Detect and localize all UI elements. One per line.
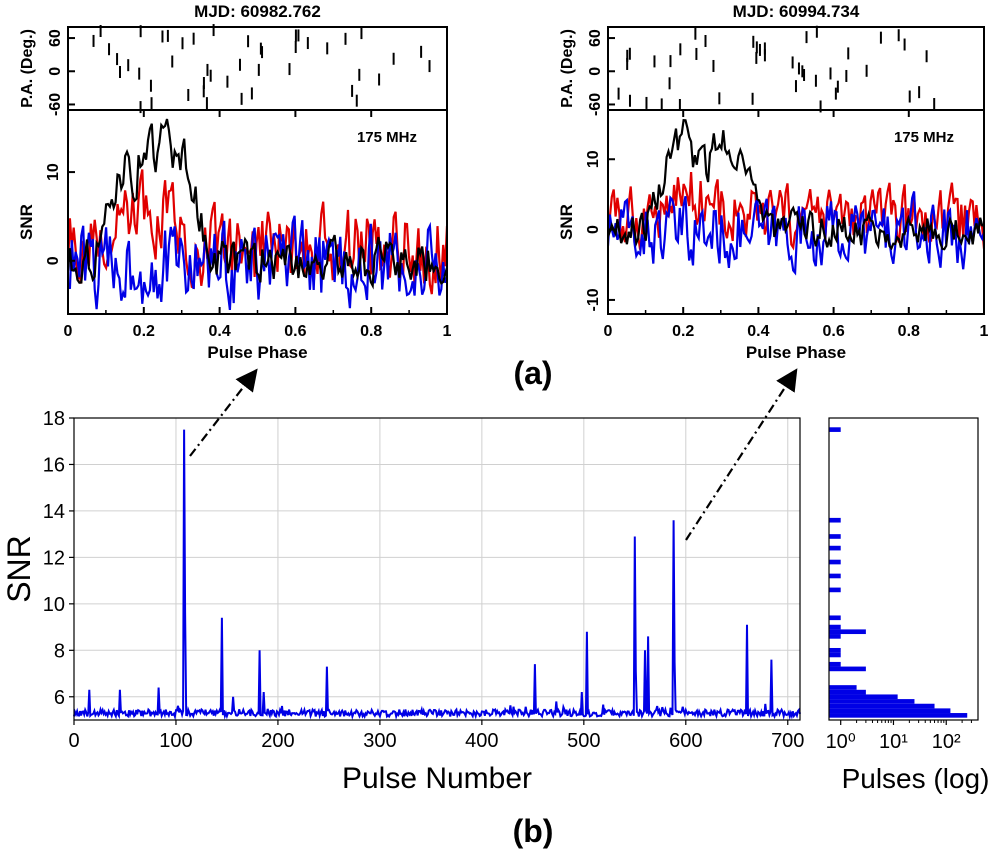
y-tick-label: 0 <box>585 225 602 234</box>
frequency-label: 175 MHz <box>894 129 954 146</box>
x-tick-label: 0.8 <box>898 323 920 340</box>
frequency-label: 175 MHz <box>357 129 417 146</box>
x-tick-label: 0.2 <box>133 323 155 340</box>
series-circular <box>608 191 984 276</box>
hist-bar <box>829 661 841 667</box>
x-tick-label: 500 <box>567 730 600 752</box>
pa-axis-label: P.A. (Deg.) <box>19 29 36 108</box>
hist-bar <box>829 587 841 593</box>
pa-points <box>92 24 431 114</box>
hist-bar <box>829 517 841 523</box>
x-axis-label: Pulse Phase <box>207 343 307 362</box>
y-tick-label: 18 <box>43 408 65 430</box>
plot-frame <box>73 417 801 721</box>
series-circular <box>68 215 447 311</box>
x-tick-label: 0.8 <box>360 323 382 340</box>
y-tick-label: -10 <box>585 288 602 311</box>
pa-tick-label: 60 <box>587 29 604 47</box>
hist-bar <box>829 652 841 658</box>
hist-bar <box>829 615 841 621</box>
x-axis-label: Pulses (log) <box>842 763 990 794</box>
x-axis-label: Pulse Number <box>342 762 532 795</box>
pa-frame <box>607 26 985 111</box>
arrow-right <box>685 368 798 541</box>
panel-b-label: (b) <box>513 813 554 849</box>
y-tick-label: 10 <box>43 594 65 616</box>
hist-bar <box>829 534 841 539</box>
hist-bar <box>829 624 841 630</box>
y-tick-label: 0 <box>45 256 62 265</box>
x-tick-label: 200 <box>261 730 294 752</box>
series-total <box>608 119 984 251</box>
pa-tick-label: 60 <box>47 29 64 47</box>
x-tick-label: 400 <box>465 730 498 752</box>
x-axis-label: Pulse Phase <box>746 343 846 362</box>
x-tick-label: 0.4 <box>747 323 769 340</box>
y-tick-label: 14 <box>43 501 65 523</box>
hist-bar <box>829 427 841 432</box>
x-tick-label: 600 <box>669 730 702 752</box>
panel-b-hist: 10⁰ 10¹ 10² Pulses (log) <box>826 417 990 794</box>
hist-bar <box>829 699 915 704</box>
hist-bar <box>829 629 866 635</box>
hist-frame <box>828 417 979 721</box>
panel-a-left: MJD: 60982.762 175 MHz 0 0.2 0.4 0.6 0.8 1 Pulse… <box>17 2 452 362</box>
x-tick-label: 0.4 <box>208 323 230 340</box>
x-tick-label: 0.6 <box>284 323 306 340</box>
y-tick-label: 8 <box>54 640 65 662</box>
hist-bar <box>829 713 968 718</box>
y-axis-label: SNR <box>17 204 36 240</box>
pa-tick-label: -60 <box>47 93 64 116</box>
hist-bar <box>829 634 841 639</box>
hist-bar <box>829 708 951 714</box>
hist-bar <box>829 559 841 565</box>
x-tick-label: 0 <box>68 730 79 752</box>
series-total <box>68 118 447 290</box>
hist-bar <box>829 703 935 709</box>
y-tick-label: 12 <box>43 547 65 569</box>
pa-points <box>617 25 936 113</box>
x-tick-label: 300 <box>363 730 396 752</box>
hist-bar <box>829 647 841 653</box>
pa-tick-label: 0 <box>587 67 604 76</box>
hist-bar <box>829 545 841 551</box>
y-axis-label: SNR <box>1 535 37 603</box>
y-tick-label: 16 <box>43 454 65 476</box>
hist-bar <box>829 573 841 579</box>
pa-axis-label: P.A. (Deg.) <box>559 29 576 108</box>
pa-frame <box>67 26 448 111</box>
series-snr <box>73 429 801 721</box>
x-tick-label: 100 <box>159 730 192 752</box>
pa-tick-label: 0 <box>47 67 64 76</box>
panel-a-label: (a) <box>513 355 552 391</box>
y-tick-label: 10 <box>45 163 62 181</box>
x-tick-label: 1 <box>443 323 452 340</box>
hist-bar <box>829 694 898 700</box>
pa-tick-label: -60 <box>587 93 604 116</box>
panel-b-main: 0 100 200 300 400 500 600 700 6 8 10 12 14 16 18 Pulse … <box>1 408 804 795</box>
x-tick-label: 10¹ <box>879 731 908 753</box>
chart-title: MJD: 60982.762 <box>194 2 321 21</box>
chart-title: MJD: 60994.734 <box>733 2 860 21</box>
series-linear <box>68 169 447 295</box>
x-tick-label: 0 <box>604 323 613 340</box>
x-tick-label: 700 <box>771 730 804 752</box>
y-axis-label: SNR <box>557 204 576 240</box>
panel-a-right: MJD: 60994.734 175 MHz 0 0.2 0.4 0.6 0.8 1 Pulse… <box>557 2 989 362</box>
zoom-arrows <box>189 368 798 541</box>
x-tick-label: 1 <box>980 323 989 340</box>
x-tick-label: 0.2 <box>672 323 694 340</box>
hist-bar <box>829 666 866 672</box>
x-tick-label: 10⁰ <box>826 731 856 753</box>
hist-bar <box>829 689 866 695</box>
x-tick-label: 10² <box>932 731 961 753</box>
x-tick-label: 0 <box>64 323 73 340</box>
x-tick-label: 0.6 <box>822 323 844 340</box>
y-tick-label: 6 <box>54 687 65 709</box>
y-tick-label: 10 <box>585 150 602 168</box>
series-linear <box>608 171 984 251</box>
arrow-left <box>189 368 258 457</box>
hist-bar <box>829 685 857 690</box>
